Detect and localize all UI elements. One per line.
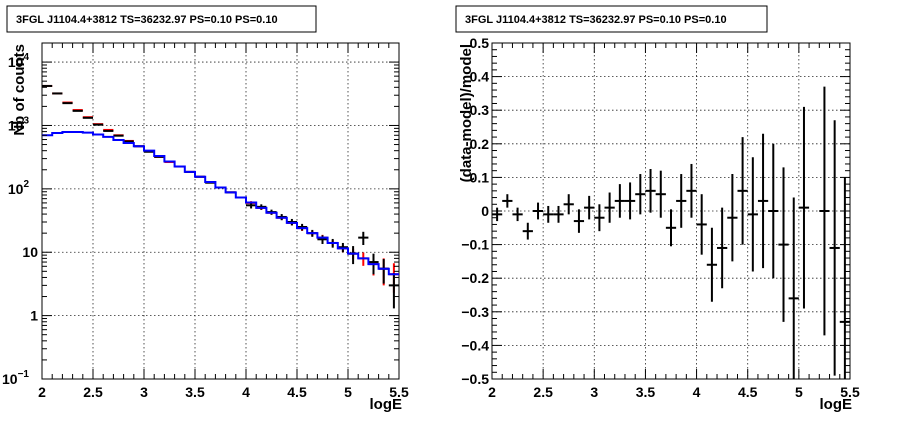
counts-y-tick-label: 104 [8, 52, 30, 70]
counts-y-tick-label: 102 [8, 179, 30, 197]
counts-series [42, 84, 399, 309]
residuals-y-tick-label: 0.4 [470, 69, 490, 85]
residuals-ticks: 2 2.5 3 3.5 4 4.5 5 5.5 −0.5 −0.4 −0.3 −0.2 −0.1 0 0.1… [461, 35, 860, 400]
residuals-panel: 2 2.5 3 3.5 4 4.5 5 5.5 −0.5 −0.4 −0.3 −0.2 −0.1 0 0.1… [455, 5, 860, 413]
counts-y-axis-label: Nb of counts [11, 44, 28, 136]
counts-panel: 2 2.5 3 3.5 4 4.5 5 5.5 10−1 1 10 102 103 104 3FGL J1… [2, 5, 409, 413]
counts-x-tick-label: 4 [242, 384, 250, 400]
residuals-y-tick-label: −0.1 [461, 237, 489, 253]
residuals-y-tick-label: −0.2 [461, 270, 489, 286]
counts-model-step-line [42, 130, 399, 276]
residuals-x-tick-label: 4.5 [738, 384, 758, 400]
residuals-y-tick-label: −0.5 [461, 371, 489, 387]
residuals-y-tick-label: −0.3 [461, 304, 489, 320]
counts-x-tick-label: 5.5 [389, 384, 409, 400]
counts-x-tick-label: 4.5 [287, 384, 307, 400]
residuals-x-tick-label: 5.5 [840, 384, 860, 400]
counts-y-tick-label: 1 [30, 308, 38, 324]
counts-ticks: 2 2.5 3 3.5 4 4.5 5 5.5 10−1 1 10 102 103 104 [2, 42, 409, 400]
residuals-y-tick-label: 0.3 [470, 102, 490, 118]
counts-x-tick-label: 2 [38, 384, 46, 400]
residuals-y-tick-label: 0 [481, 203, 489, 219]
residuals-x-tick-label: 5 [795, 384, 803, 400]
counts-y-tick-label: 10−1 [2, 369, 29, 387]
residuals-x-axis-label: logE [820, 396, 853, 413]
residuals-y-tick-label: 0.1 [470, 169, 490, 185]
counts-y-tick-label: 10 [22, 244, 38, 260]
counts-x-tick-label: 3 [140, 384, 148, 400]
counts-x-tick-label: 3.5 [185, 384, 205, 400]
residuals-series [492, 86, 850, 379]
residuals-y-axis-label: (data-model)/model [458, 44, 475, 182]
residuals-x-tick-label: 3.5 [636, 384, 656, 400]
residuals-y-tick-label: 0.2 [470, 136, 490, 152]
residuals-y-tick-label: −0.4 [461, 337, 489, 353]
counts-title-box [6, 5, 317, 33]
residuals-x-tick-label: 2 [488, 384, 496, 400]
counts-x-tick-label: 5 [344, 384, 352, 400]
residuals-title-box [455, 5, 768, 33]
counts-title: 3FGL J1104.4+3812 TS=36232.97 PS=0.10 PS… [16, 14, 278, 26]
residuals-title: 3FGL J1104.4+3812 TS=36232.97 PS=0.10 PS… [465, 14, 727, 26]
counts-grid [42, 43, 399, 379]
residuals-x-tick-label: 2.5 [533, 384, 553, 400]
residuals-x-tick-label: 4 [693, 384, 701, 400]
counts-x-tick-label: 2.5 [83, 384, 103, 400]
counts-y-tick-label: 103 [8, 115, 30, 133]
residuals-x-tick-label: 3 [590, 384, 598, 400]
counts-x-axis-label: logE [370, 396, 403, 413]
counts-plot-frame [41, 42, 400, 380]
residuals-y-tick-label: 0.5 [470, 35, 490, 51]
